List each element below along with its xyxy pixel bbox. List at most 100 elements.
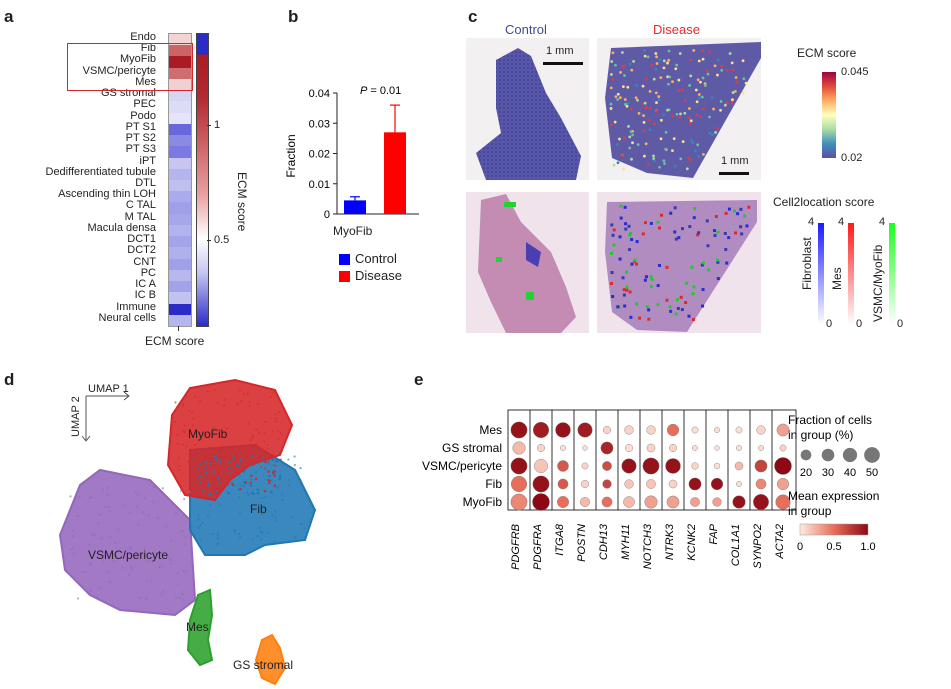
umap-point bbox=[267, 460, 270, 463]
umap-point bbox=[169, 558, 172, 562]
umap-point bbox=[256, 403, 259, 406]
ecm-spot bbox=[653, 159, 657, 163]
umap-point bbox=[166, 555, 170, 558]
umap-point bbox=[201, 474, 205, 477]
umap-point bbox=[264, 420, 267, 423]
ecm-spot bbox=[719, 108, 722, 112]
umap-point bbox=[272, 464, 275, 467]
umap-point bbox=[202, 489, 205, 493]
dot bbox=[714, 427, 720, 433]
c2l-spot bbox=[609, 282, 613, 286]
umap-point bbox=[199, 523, 202, 527]
umap-point bbox=[256, 491, 260, 495]
dot bbox=[581, 462, 589, 470]
c2l-spot bbox=[716, 230, 720, 234]
ecm-spot bbox=[636, 143, 640, 147]
ecm-spot bbox=[741, 59, 745, 63]
c2l-spot bbox=[724, 211, 728, 215]
colorbar-tick-label: 1 bbox=[214, 119, 221, 131]
umap-point bbox=[257, 511, 260, 514]
umap-point bbox=[235, 402, 239, 405]
umap-point bbox=[266, 447, 269, 450]
group-label: Fib bbox=[485, 477, 502, 491]
umap-point bbox=[108, 580, 111, 584]
umap-point bbox=[230, 482, 234, 485]
legend-swatch-control bbox=[339, 254, 350, 265]
umap-point bbox=[146, 580, 149, 583]
ecm-spot bbox=[710, 96, 714, 99]
ecm-spot bbox=[720, 69, 724, 72]
umap-point bbox=[287, 479, 290, 482]
umap-point bbox=[277, 429, 280, 432]
ecm-spot bbox=[619, 70, 622, 74]
ecm-spot bbox=[652, 122, 656, 126]
umap-point bbox=[145, 597, 148, 600]
c2l-spot bbox=[745, 224, 749, 228]
ecm-spot bbox=[655, 109, 659, 113]
ecm-spot bbox=[626, 101, 630, 105]
c2l-spot bbox=[743, 214, 747, 218]
ecm-spot bbox=[628, 62, 632, 66]
umap-point bbox=[161, 487, 165, 490]
heatmap-cell bbox=[169, 180, 191, 192]
c2l-min: 0 bbox=[826, 318, 833, 330]
umap-point bbox=[147, 514, 151, 517]
ecm-spot bbox=[697, 155, 701, 158]
heatmap-cell bbox=[169, 258, 191, 270]
umap-point bbox=[215, 490, 218, 493]
ecm-spot bbox=[730, 61, 734, 65]
umap-point bbox=[177, 583, 180, 586]
panel-e-dotplot: PDGFRB PDGFRA ITGA8 POSTN CDH13 MYH11 NOTCH3 NT… bbox=[422, 409, 880, 570]
umap-point bbox=[267, 531, 270, 534]
ecm-spot bbox=[615, 143, 619, 146]
c2l-spot bbox=[673, 206, 677, 210]
ecm-spot bbox=[694, 149, 697, 153]
dot bbox=[580, 497, 590, 507]
size-legend-dot bbox=[821, 448, 835, 462]
umap-point bbox=[271, 453, 274, 457]
ecm-spot bbox=[679, 157, 683, 161]
umap-point bbox=[255, 442, 258, 445]
umap-point bbox=[277, 410, 281, 413]
umap-point bbox=[222, 404, 226, 407]
c2l-spot bbox=[644, 275, 648, 279]
dot bbox=[644, 495, 658, 509]
umap-point bbox=[204, 461, 207, 464]
c2l-spot bbox=[690, 265, 694, 269]
ecm-spot bbox=[708, 50, 712, 54]
c2l-spot bbox=[619, 216, 623, 220]
umap-point bbox=[247, 494, 250, 497]
ecm-spot bbox=[662, 66, 666, 70]
c2l-label: Fibroblast bbox=[800, 237, 814, 290]
umap-point bbox=[90, 533, 93, 537]
panel-d-umap bbox=[58, 378, 317, 686]
umap-point bbox=[182, 570, 186, 573]
umap-point bbox=[215, 487, 218, 490]
umap-point bbox=[218, 436, 222, 439]
umap-point bbox=[234, 454, 237, 457]
umap-point bbox=[223, 455, 226, 459]
ecm-spot bbox=[655, 101, 658, 104]
umap-point bbox=[123, 504, 126, 507]
umap-point bbox=[215, 543, 218, 546]
umap-point bbox=[262, 459, 265, 463]
ecm-spot bbox=[648, 118, 652, 122]
umap-point bbox=[243, 465, 246, 468]
ecm-spot bbox=[650, 63, 654, 67]
heatmap-cell bbox=[169, 135, 191, 147]
umap-point bbox=[117, 528, 120, 531]
umap-point bbox=[232, 483, 235, 487]
ecm-spot bbox=[643, 49, 646, 52]
ecm-spot bbox=[610, 122, 613, 126]
dot bbox=[774, 457, 792, 475]
colorbar-tick bbox=[207, 240, 211, 241]
ecm-legend-max: 0.045 bbox=[841, 66, 869, 78]
ecm-spot bbox=[648, 90, 652, 93]
umap-point bbox=[214, 455, 217, 458]
umap-point bbox=[184, 535, 187, 538]
umap-point bbox=[130, 568, 134, 571]
umap-point bbox=[183, 424, 186, 427]
umap1-arrow bbox=[123, 391, 130, 401]
c2l-spot bbox=[611, 295, 615, 299]
umap-point bbox=[299, 467, 302, 470]
